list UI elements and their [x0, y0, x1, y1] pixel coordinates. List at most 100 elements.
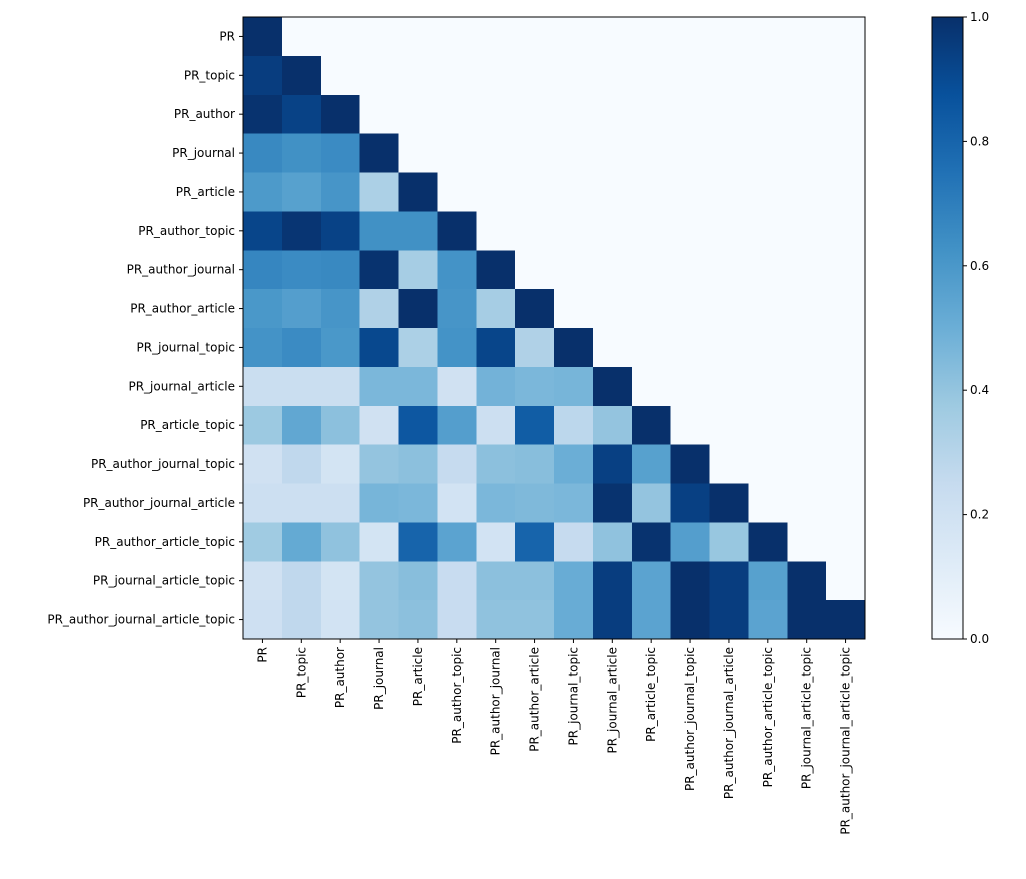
colorbar: 0.0 0.2 0.4 0.6 0.8 1.0: [931, 10, 989, 646]
heatmap-cell-11-8: [554, 444, 594, 485]
heatmap-cell-2-3: [359, 94, 400, 135]
heatmap-cell-6-7: [515, 250, 555, 290]
heatmap-cell-6-10: [631, 250, 672, 290]
heatmap-cell-5-11: [670, 211, 711, 251]
heatmap-cell-6-14: [787, 250, 827, 290]
heatmap-cell-4-13: [748, 172, 788, 212]
heatmap-cell-10-7: [515, 405, 555, 446]
heatmap-cell-3-4: [398, 133, 438, 174]
heatmap-cell-11-4: [398, 444, 438, 485]
heatmap-cell-7-13: [748, 289, 788, 329]
heatmap-cell-8-0: [243, 328, 283, 368]
heatmap-cell-10-4: [398, 405, 438, 446]
heatmap-cell-4-4: [398, 172, 438, 212]
heatmap-cell-6-13: [748, 250, 788, 290]
heatmap-cell-7-11: [670, 289, 711, 329]
heatmap-cell-4-6: [476, 172, 516, 212]
x-tick-label-9: PR_journal_article: [605, 647, 619, 754]
heatmap-cell-5-3: [359, 211, 400, 251]
heatmap-cell-4-15: [826, 172, 866, 212]
heatmap-cell-9-15: [826, 366, 866, 407]
heatmap-cell-15-9: [592, 600, 633, 640]
heatmap-cell-8-7: [515, 328, 555, 368]
heatmap-cell-4-7: [515, 172, 555, 212]
heatmap-cell-8-12: [709, 328, 749, 368]
y-tick-label-4: PR_article: [176, 185, 235, 199]
heatmap-cell-5-10: [631, 211, 672, 251]
heatmap-cell-1-5: [437, 55, 477, 96]
heatmap-cell-13-3: [359, 522, 400, 562]
heatmap-cell-9-6: [476, 366, 516, 407]
heatmap-cell-1-6: [476, 55, 516, 96]
heatmap-cell-2-12: [709, 94, 749, 135]
heatmap-cell-12-15: [826, 483, 866, 523]
heatmap-cell-14-1: [281, 561, 322, 601]
heatmap-cell-14-2: [320, 561, 361, 601]
heatmap-cell-4-5: [437, 172, 477, 212]
heatmap-cell-12-14: [787, 483, 827, 523]
heatmap-cell-1-11: [670, 55, 711, 96]
x-tick-label-11: PR_author_journal_topic: [683, 647, 697, 791]
heatmap-cell-6-15: [826, 250, 866, 290]
heatmap-cell-7-2: [320, 289, 361, 329]
heatmap-cell-9-10: [631, 366, 672, 407]
heatmap-cell-2-7: [515, 94, 555, 135]
heatmap-cell-13-4: [398, 522, 438, 562]
y-tick-label-14: PR_journal_article_topic: [93, 574, 235, 588]
heatmap-cell-9-2: [320, 366, 361, 407]
heatmap-cell-1-4: [398, 55, 438, 96]
heatmap-cell-15-4: [398, 600, 438, 640]
heatmap-cell-14-5: [437, 561, 477, 601]
heatmap-cell-13-7: [515, 522, 555, 562]
heatmap-cell-10-1: [281, 405, 322, 446]
heatmap-cell-3-9: [592, 133, 633, 174]
heatmap-cell-1-12: [709, 55, 749, 96]
heatmap-cell-13-9: [592, 522, 633, 562]
heatmap-cell-13-5: [437, 522, 477, 562]
heatmap-cell-14-13: [748, 561, 788, 601]
heatmap-cell-8-9: [592, 328, 633, 368]
heatmap-cell-7-1: [281, 289, 322, 329]
y-tick-label-3: PR_journal: [172, 146, 235, 160]
heatmap-cell-15-2: [320, 600, 361, 640]
heatmap-cell-10-13: [748, 405, 788, 446]
colorbar-tick-label-5: 1.0: [970, 10, 989, 24]
heatmap-cell-3-8: [554, 133, 594, 174]
heatmap-cell-0-5: [437, 17, 477, 57]
heatmap-cell-12-3: [359, 483, 400, 523]
x-tick-label-12: PR_author_journal_article: [722, 647, 736, 799]
heatmap-cell-2-14: [787, 94, 827, 135]
heatmap-cell-14-10: [631, 561, 672, 601]
heatmap-cell-4-9: [592, 172, 633, 212]
heatmap-cell-3-6: [476, 133, 516, 174]
heatmap-cell-1-13: [748, 55, 788, 96]
heatmap-cell-2-5: [437, 94, 477, 135]
heatmap-cell-8-5: [437, 328, 477, 368]
y-tick-label-12: PR_author_journal_article: [83, 496, 235, 510]
heatmap-cell-10-0: [243, 405, 283, 446]
x-tick-label-8: PR_journal_topic: [566, 647, 580, 745]
heatmap-cell-3-11: [670, 133, 711, 174]
heatmap-cell-12-13: [748, 483, 788, 523]
heatmap-cell-7-15: [826, 289, 866, 329]
heatmap-cell-11-10: [631, 444, 672, 485]
heatmap-cell-10-6: [476, 405, 516, 446]
heatmap-cell-10-8: [554, 405, 594, 446]
y-tick-label-13: PR_author_article_topic: [95, 535, 235, 549]
heatmap-cell-15-3: [359, 600, 400, 640]
heatmap-cell-5-12: [709, 211, 749, 251]
heatmap-cell-0-6: [476, 17, 516, 57]
heatmap-cell-15-6: [476, 600, 516, 640]
heatmap-cell-11-11: [670, 444, 711, 485]
y-tick-label-1: PR_topic: [184, 68, 235, 82]
x-tick-label-14: PR_journal_article_topic: [800, 647, 814, 789]
heatmap-cell-5-6: [476, 211, 516, 251]
heatmap-cell-10-11: [670, 405, 711, 446]
heatmap-cell-10-9: [592, 405, 633, 446]
heatmap-cell-6-5: [437, 250, 477, 290]
heatmap-cell-4-2: [320, 172, 361, 212]
colorbar-tick-label-0: 0.0: [970, 632, 989, 646]
heatmap-cell-15-15: [826, 600, 866, 640]
heatmap-cell-12-11: [670, 483, 711, 523]
heatmap-cell-6-9: [592, 250, 633, 290]
